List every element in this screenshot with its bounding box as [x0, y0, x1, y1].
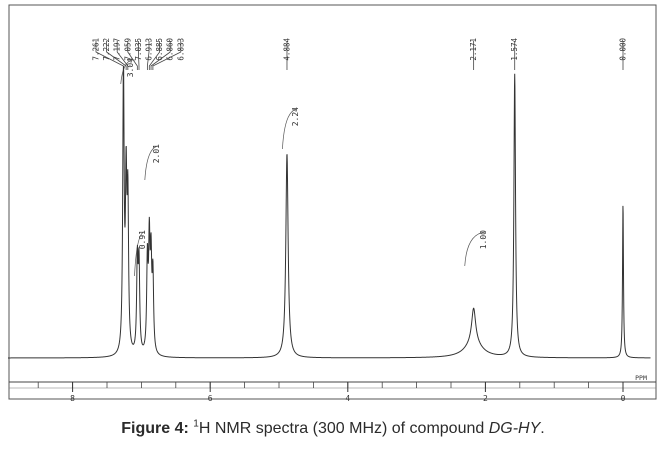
nmr-spectrum-chart: 7.261 7.222 7.197 7.059 7.035 6.913 6.885 6.860… [8, 4, 658, 402]
x-axis-title: PPM [635, 374, 647, 382]
caption-suffix: . [540, 420, 545, 437]
figure-caption: Figure 4: 1H NMR spectra (300 MHz) of co… [0, 418, 666, 438]
caption-superscript: 1 [193, 418, 199, 430]
x-tick-label: 4 [345, 394, 350, 402]
peak-label-leader [150, 41, 171, 70]
peak-label-leader [148, 41, 160, 70]
peak-label-leader [138, 41, 140, 70]
nmr-spectrum-plot: 7.261 7.222 7.197 7.059 7.035 6.913 6.885 6.860… [8, 4, 657, 402]
integration-label: 0.91 [138, 230, 147, 249]
spectrum-line [8, 65, 651, 359]
plot-border [8, 4, 657, 400]
integration-curve [144, 145, 159, 181]
peak-label-leader [106, 41, 127, 70]
integration-curve [464, 231, 486, 267]
integration-curve [134, 231, 145, 277]
integration-curve [282, 108, 298, 150]
x-tick-label: 0 [621, 394, 626, 402]
integration-label: 2.01 [152, 144, 161, 163]
x-tick-label: 6 [208, 394, 213, 402]
x-tick-label: 8 [70, 394, 75, 402]
peak-label-leader [116, 41, 129, 70]
caption-prefix: Figure 4: [121, 420, 189, 437]
peak-label-leader [152, 41, 182, 70]
peak-label-leader [127, 41, 138, 70]
integration-label: 3.04 [126, 58, 135, 77]
x-tick-label: 2 [483, 394, 488, 402]
integration-curve [120, 59, 135, 85]
caption-compound: DG-HY [488, 420, 541, 437]
caption-text: H NMR spectra (300 MHz) of compound [198, 420, 489, 437]
integration-label: 2.24 [291, 107, 300, 126]
integration-label: 1.00 [479, 230, 488, 249]
peak-label-leader [146, 41, 150, 70]
